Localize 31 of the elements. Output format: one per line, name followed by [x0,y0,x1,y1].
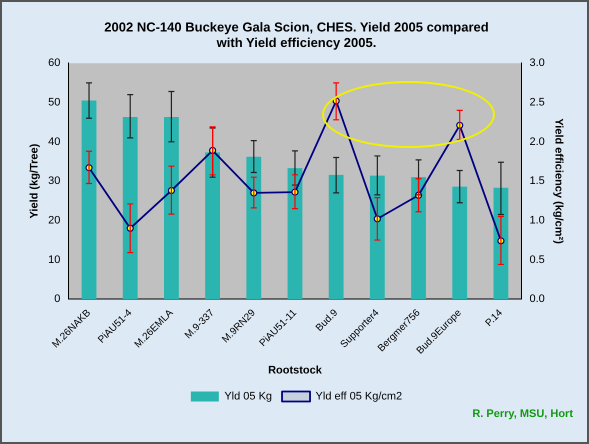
y-axis-title: Yield (kg/Tree) [28,143,41,219]
y2-axis-title: Yield efficiency (kg/cm²) [552,118,564,244]
y2-tick-label: 2.5 [530,96,545,109]
y2-tick-label: 0.5 [530,254,545,266]
y-tick-label: 0 [54,293,60,306]
bar [328,174,344,300]
legend-label: Yld eff 05 Kg/cm2 [316,390,402,403]
bar [452,186,468,300]
y-tick-label: 50 [48,96,60,109]
y2-tick-label: 0.0 [530,293,545,306]
y-tick-label: 20 [48,214,60,226]
bar [370,176,385,300]
bar [82,100,96,300]
bar [122,117,138,300]
y-tick-label: 30 [48,175,60,188]
y2-tick-label: 1.5 [530,175,545,188]
legend-label: Yld 05 Kg [224,390,272,403]
chart-title: 2002 NC-140 Buckeye Gala Scion, CHES. Yield 2005 compared with Yield efficiency 2005. [104,19,489,50]
y-tick-label: 60 [48,57,60,70]
y2-tick-label: 2.0 [530,136,545,148]
bar [411,177,426,300]
bar [288,168,302,300]
y2-tick-label: 3.0 [530,57,545,70]
bar [164,117,179,300]
bar [246,156,262,300]
text: R. Perry, MSU, Hort [472,408,574,420]
y2-tick-label: 1.0 [530,214,545,226]
bar [205,152,220,300]
y-tick-label: 40 [48,136,60,148]
y-tick-label: 10 [48,254,60,266]
x-axis-title: Rootstock [268,364,323,376]
